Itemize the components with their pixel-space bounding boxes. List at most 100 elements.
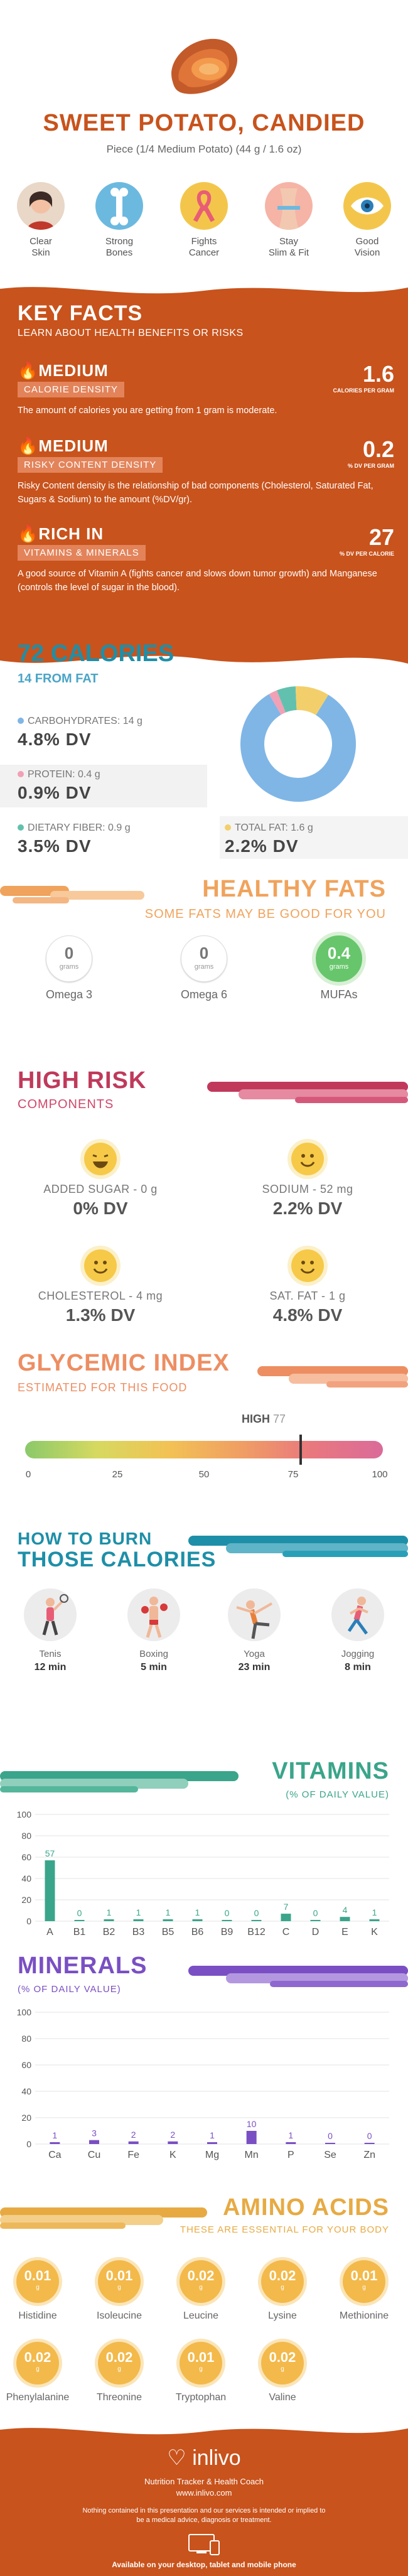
brand-name: inlivo <box>192 2446 241 2470</box>
bar-value-label: 2 <box>170 2130 175 2140</box>
minerals-subtitle: (% OF DAILY VALUE) <box>18 1984 121 1995</box>
bar-value-label: 1 <box>52 2130 57 2140</box>
stripe-decoration <box>257 1366 408 1388</box>
fact-risky-content: 🔥MEDIUM RISKY CONTENT DENSITY 0.2 % DV P… <box>18 436 394 507</box>
fiber-dot-icon <box>18 824 24 831</box>
glycemic-tick: 100 <box>372 1469 388 1480</box>
carbs-dot-icon <box>18 718 24 724</box>
fat-row-bg <box>220 816 408 859</box>
bar-value-label: 3 <box>92 2128 97 2138</box>
risk-dv: 4.8% DV <box>272 1305 343 1325</box>
glycemic-tick: 50 <box>198 1469 210 1480</box>
fact-vitamins-minerals: 🔥RICH IN VITAMINS & MINERALS 27 % DV PER… <box>18 524 394 595</box>
bar-value-label: 1 <box>372 1907 377 1917</box>
platforms-text: Available on your desktop, tablet and mo… <box>112 2560 296 2569</box>
bar-Fe <box>128 2141 139 2144</box>
macronutrient-donut-chart <box>240 686 356 802</box>
benefit-label: Fights Cancer <box>188 236 220 258</box>
website-link[interactable]: www.inlivo.com <box>176 2488 232 2498</box>
bar-Ca <box>50 2142 60 2144</box>
bar-K <box>369 1919 380 1921</box>
risk-dv: 2.2% DV <box>272 1199 343 1218</box>
y-tick-label: 20 <box>21 2113 31 2123</box>
fat-circle: 0 grams <box>46 935 92 982</box>
bar-value-label: 0 <box>367 2131 372 2141</box>
x-tick-label: Fe <box>127 2150 139 2160</box>
protein-dot-icon <box>18 771 24 777</box>
amino-label: Lysine <box>268 2310 297 2321</box>
amino-unit: g <box>281 2284 284 2291</box>
amino-label: Tryptophan <box>175 2392 227 2403</box>
amino-circle: 0.02 g <box>261 2342 304 2385</box>
benefit-label: Strong Bones <box>105 236 134 258</box>
activity-name: Yoga <box>244 1649 265 1659</box>
bar-value-label: 1 <box>107 1907 112 1917</box>
bar-K <box>168 2141 178 2144</box>
amino-lysine: 0.02 g Lysine <box>245 2260 320 2322</box>
fat-value: 0.4 <box>327 944 351 962</box>
amino-value: 0.02 <box>187 2268 215 2283</box>
amino-value: 0.01 <box>350 2268 378 2283</box>
glycemic-tick: 25 <box>112 1469 123 1480</box>
bar-value-label: 1 <box>210 2130 215 2140</box>
bar-D <box>310 1920 321 1921</box>
amino-acids-subtitle: THESE ARE ESSENTIAL FOR YOUR BODY <box>180 2224 389 2235</box>
bar-value-label: 4 <box>343 1905 348 1915</box>
stripe-decoration <box>0 2207 207 2229</box>
glycemic-tick: 75 <box>287 1469 299 1480</box>
smiling-face-icon <box>291 1249 324 1282</box>
y-tick-label: 100 <box>17 2007 32 2017</box>
wave-divider <box>0 655 408 673</box>
glycemic-subtitle: ESTIMATED FOR THIS FOOD <box>18 1381 188 1394</box>
x-tick-label: K <box>169 2150 176 2160</box>
fact-level: MEDIUM <box>38 361 109 380</box>
fact-level: RICH IN <box>38 524 104 543</box>
bar-value-label: 1 <box>288 2130 293 2140</box>
amino-unit: g <box>36 2366 40 2373</box>
amino-circle: 0.01 g <box>16 2260 59 2303</box>
bar-value-label: 0 <box>254 1908 259 1918</box>
amino-label: Leucine <box>183 2310 219 2321</box>
fact-calorie-density: 🔥MEDIUM CALORIE DENSITY 1.6 CALORIES PER… <box>18 361 394 418</box>
bar-B1 <box>74 1920 85 1921</box>
amino-value: 0.02 <box>105 2349 133 2365</box>
laughing-face-icon <box>84 1143 117 1175</box>
amino-circle: 0.02 g <box>180 2260 222 2303</box>
pie-slice-dietary-fiber <box>276 686 297 713</box>
fat-omega-3: 0 grams Omega 3 <box>22 935 116 1001</box>
benefit-fights-cancer: Fights Cancer <box>169 182 239 259</box>
bar-B12 <box>251 1920 262 1921</box>
fat-circle: 0 grams <box>181 935 227 982</box>
activity-name: Boxing <box>139 1649 168 1659</box>
key-facts-title: KEY FACTS <box>18 301 143 325</box>
bar-value-label: 57 <box>45 1848 55 1858</box>
flame-icon: 🔥 <box>18 361 39 380</box>
amino-value: 0.01 <box>187 2349 215 2365</box>
face-icon <box>17 182 65 230</box>
benefit-strong-bones: Strong Bones <box>85 182 154 259</box>
smiling-face-icon <box>291 1143 324 1175</box>
healthy-fats-subtitle: SOME FATS MAY BE GOOD FOR YOU <box>144 907 386 921</box>
eye-icon <box>343 182 391 230</box>
fact-description: The amount of calories you are getting f… <box>18 406 277 416</box>
activity-name: Tenis <box>39 1649 62 1659</box>
amino-circle: 0.01 g <box>180 2342 222 2385</box>
burn-title-line2: THOSE CALORIES <box>18 1548 217 1571</box>
amino-acids-title: AMINO ACIDS <box>222 2194 389 2221</box>
fat-label: MUFAs <box>320 988 358 1001</box>
amino-label: Histidine <box>18 2310 57 2321</box>
nutrient-fiber: DIETARY FIBER: 0.9 g 3.5% DV <box>18 822 131 856</box>
bar-E <box>340 1917 350 1921</box>
glycemic-marker <box>299 1435 302 1465</box>
boxer-icon <box>127 1588 180 1641</box>
pie-slice-protein <box>269 690 286 715</box>
serving-size: Piece (1/4 Medium Potato) (44 g / 1.6 oz… <box>106 143 302 155</box>
x-tick-label: Zn <box>363 2150 375 2160</box>
risk-dv: 1.3% DV <box>65 1305 136 1325</box>
vitamins-bar-chart: 100 80 60 40 20 0 57 A 0 B1 1 B2 1 B3 1 B5 1 B6 0 B9 0 B12 7 C 0… <box>17 1809 389 1937</box>
fact-value: 1.6 <box>362 361 394 387</box>
nutrient-dv: 2.2% DV <box>225 836 299 856</box>
amino-leucine: 0.02 g Leucine <box>163 2260 239 2322</box>
nutrient-total-fat: TOTAL FAT: 1.6 g 2.2% DV <box>225 822 313 856</box>
stripe-decoration <box>207 1082 408 1103</box>
